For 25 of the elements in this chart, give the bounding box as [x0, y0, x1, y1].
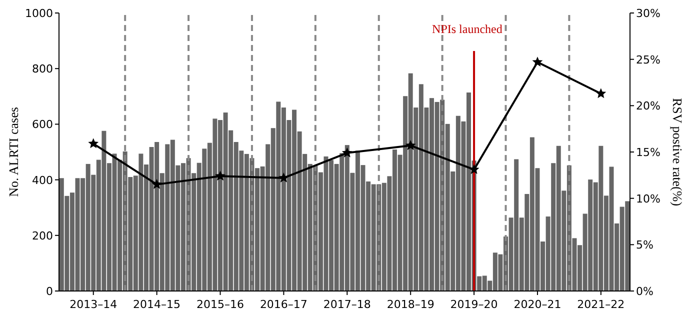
x-tick-label: 2020–21: [514, 298, 562, 311]
y2-axis-title: RSV postive rate(%): [670, 98, 685, 206]
x-tick-label: 2019–20: [450, 298, 498, 311]
y2-tick-label: 20%: [636, 100, 660, 113]
y2-tick-label: 10%: [636, 192, 660, 206]
y-tick-label: 800: [32, 62, 53, 76]
x-tick-label: 2015–16: [196, 298, 244, 311]
y-tick-label: 200: [32, 229, 53, 242]
x-tick-label: 2021–22: [577, 298, 625, 311]
x-tick-label: 2013–14: [70, 298, 118, 311]
x-tick-label: 2014–15: [133, 298, 181, 311]
y2-tick-label: 15%: [636, 146, 660, 159]
ref-line-label: NPIs launched: [432, 22, 502, 36]
y-tick-label: 600: [32, 118, 53, 132]
y2-tick-label: 25%: [636, 53, 660, 66]
y-tick-label: 1000: [25, 7, 53, 20]
x-tick-label: 2018–19: [386, 298, 434, 311]
x-tick-label: 2017–18: [323, 298, 371, 311]
y-tick-label: 0: [46, 285, 53, 298]
y-tick-label: 400: [32, 174, 53, 187]
y2-tick-label: 5%: [636, 238, 654, 252]
y-axis-title: No. ALRTI cases: [6, 107, 21, 197]
y2-tick-label: 0%: [636, 285, 654, 298]
y2-tick-label: 30%: [636, 7, 660, 20]
x-tick-label: 2016–17: [260, 298, 308, 311]
